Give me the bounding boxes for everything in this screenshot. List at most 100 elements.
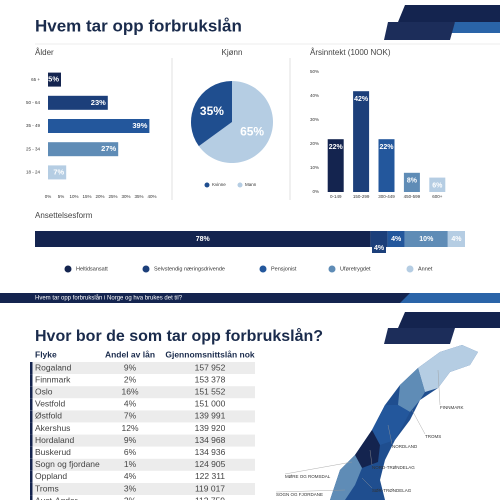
data-label: 5% — [48, 75, 59, 84]
chart-title: Årsinntekt (1000 NOK) — [310, 48, 391, 57]
row-background — [30, 434, 255, 447]
legend-label: Annet — [418, 266, 433, 272]
table-cell: 2% — [124, 495, 137, 500]
map-label: TROMS — [425, 434, 441, 439]
leader-line — [411, 409, 426, 435]
row-marker — [30, 458, 33, 471]
label-box — [449, 234, 464, 244]
row-background — [30, 386, 255, 399]
map-label: SOGN OG FJORDANE — [276, 492, 323, 497]
data-label: 22% — [379, 144, 394, 151]
table-cell: Akershus — [35, 423, 70, 433]
y-tick-label: 10% — [310, 165, 319, 170]
pie-slice — [198, 81, 273, 164]
row-marker — [30, 362, 33, 374]
bar — [48, 165, 67, 180]
chart-title: Kjønn — [222, 48, 243, 57]
y-tick-label: 20% — [310, 141, 319, 146]
table-cell: 4% — [124, 399, 137, 409]
y-tick-label: 30% — [310, 117, 319, 122]
legend-swatch — [259, 265, 267, 273]
pie-slice — [191, 81, 232, 147]
data-label: 4% — [391, 236, 402, 243]
legend-swatch — [237, 182, 243, 188]
label-box — [419, 234, 434, 244]
y-tick-label: 50% — [310, 69, 319, 74]
map-label: MØRE OG ROMSDAL — [285, 474, 331, 479]
data-label: 22% — [329, 144, 344, 151]
y-tick-label: 18 - 24 — [26, 170, 41, 175]
table-cell: Finnmark — [35, 374, 71, 384]
table-cell: Oslo — [35, 386, 53, 396]
table-cell: 151 552 — [195, 386, 226, 396]
leader-line — [369, 449, 373, 466]
legend-swatch — [328, 265, 336, 273]
row-background — [30, 483, 255, 495]
data-label: 4% — [374, 245, 385, 252]
table-cell: 4% — [124, 471, 137, 481]
bar — [353, 91, 370, 192]
map — [330, 345, 478, 500]
data-label: 65% — [240, 124, 264, 138]
map-label: NORD-TRØNDELAG — [372, 465, 415, 470]
y-tick-label: 65 + — [31, 77, 40, 82]
row-marker — [30, 483, 33, 495]
table-cell: 6% — [124, 447, 137, 457]
x-tick-label: 300-449 — [378, 194, 395, 199]
table-cell: 151 000 — [195, 399, 226, 409]
map-label: SØR-TRØNDELAG — [372, 488, 412, 493]
bar — [48, 72, 61, 87]
row-background — [30, 458, 255, 471]
table-cell: 157 952 — [195, 362, 226, 372]
data-label: 23% — [91, 98, 106, 107]
table-cell: 119 017 — [195, 483, 225, 493]
x-tick-label: 20% — [95, 194, 104, 199]
x-tick-label: 600+ — [432, 194, 443, 199]
row-background — [30, 410, 255, 423]
bar — [327, 139, 344, 192]
table-cell: Aust-Agder — [35, 495, 78, 500]
x-tick-label: 40% — [147, 194, 156, 199]
table-cell: Vestfold — [35, 399, 66, 409]
data-label: 42% — [354, 96, 369, 103]
row-marker — [30, 434, 33, 447]
table-cell: 9% — [124, 362, 137, 372]
bar-segment — [35, 231, 371, 247]
table-cell: 12% — [121, 423, 138, 433]
y-tick-label: 50 - 64 — [26, 100, 41, 105]
leader-line — [437, 369, 441, 406]
legend-label: Pensjonist — [271, 266, 297, 272]
legend-label: Selvstendig næringsdrivende — [154, 266, 225, 272]
label-box — [389, 234, 404, 244]
bar — [429, 177, 446, 192]
table-cell: 134 936 — [195, 447, 226, 457]
table-cell: 112 759 — [195, 495, 225, 500]
legend-label: Kvinne — [212, 182, 226, 187]
y-tick-label: 35 - 49 — [26, 123, 41, 128]
table-cell: 153 378 — [195, 374, 226, 384]
chart-title: Ålder — [35, 48, 54, 57]
table-cell: Sogn og fjordane — [35, 459, 100, 469]
table-cell: 124 905 — [195, 459, 226, 469]
leader-line — [361, 477, 373, 489]
table-cell: 3% — [124, 483, 137, 493]
map-label: FINNMARK — [440, 405, 464, 410]
x-tick-label: 0% — [45, 194, 52, 199]
data-label: 6% — [432, 182, 443, 189]
bar — [48, 119, 150, 133]
row-marker — [30, 446, 33, 459]
table-cell: Rogaland — [35, 362, 72, 372]
data-label: 4% — [451, 236, 462, 243]
table-header: Andel av lån — [105, 349, 155, 359]
table-cell: Hordaland — [35, 435, 74, 445]
table-cell: 139 991 — [195, 411, 226, 421]
table-cell: Østfold — [35, 411, 62, 421]
data-label: 78% — [196, 236, 211, 243]
logo — [384, 312, 500, 344]
table-cell: Troms — [35, 483, 59, 493]
bar — [48, 95, 108, 110]
x-tick-label: 5% — [58, 194, 65, 199]
section-title: Hvor bor de som tar opp forbrukslån? — [35, 327, 323, 345]
